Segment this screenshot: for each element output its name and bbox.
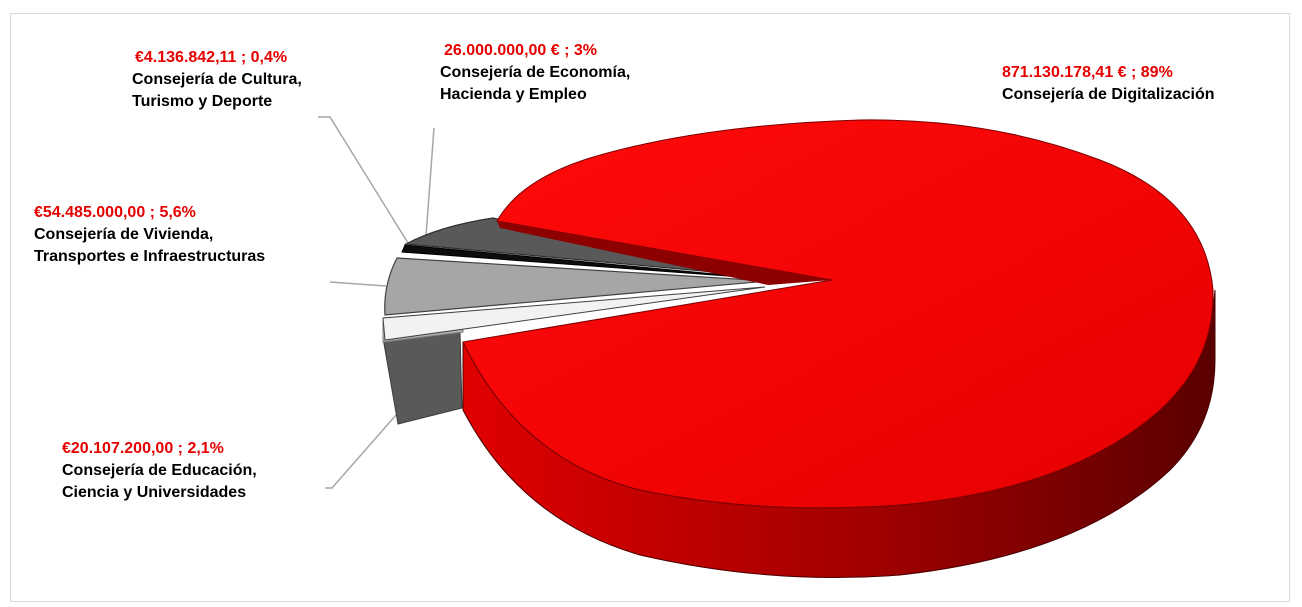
label-educacion-name-line2: Ciencia y Universidades <box>62 484 247 501</box>
label-vivienda-value: €54.485.000,00 ; 5,6% <box>34 204 196 221</box>
label-educacion-name-line1: Consejería de Educación, <box>62 462 257 479</box>
label-cultura: €4.136.842,11 ; 0,4% Consejería de Cultu… <box>132 47 302 113</box>
label-economia-value: 26.000.000,00 € ; 3% <box>444 42 598 59</box>
label-digitalizacion-name: Consejería de Digitalización <box>1002 86 1215 103</box>
slice-digitalizacion <box>462 119 1214 509</box>
leader-line-cultura <box>318 116 409 244</box>
leader-line-educacion <box>325 414 397 489</box>
label-vivienda-name-line1: Consejería de Vivienda, <box>34 226 214 243</box>
slice-educacion-side <box>382 331 463 425</box>
slice-vivienda <box>384 257 769 316</box>
leader-line-vivienda <box>329 281 387 287</box>
slice-educacion <box>382 286 766 341</box>
label-digitalizacion: 871.130.178,41 € ; 89% Consejería de Dig… <box>1002 62 1215 106</box>
leader-line-economia <box>425 127 435 237</box>
label-economia: 26.000.000,00 € ; 3% Consejería de Econo… <box>440 40 630 106</box>
slice-cultura <box>401 244 769 280</box>
label-vivienda: €54.485.000,00 ; 5,6% Consejería de Vivi… <box>34 202 265 268</box>
leader-lines <box>318 116 435 489</box>
label-educacion-value: €20.107.200,00 ; 2,1% <box>62 440 224 457</box>
label-educacion: €20.107.200,00 ; 2,1% Consejería de Educ… <box>62 438 257 504</box>
label-cultura-name-line1: Consejería de Cultura, <box>132 71 302 88</box>
label-economia-name-line1: Consejería de Economía, <box>440 64 631 81</box>
label-vivienda-name-line2: Transportes e Infraestructuras <box>34 248 266 265</box>
label-cultura-value: €4.136.842,11 ; 0,4% <box>135 49 288 66</box>
slice-digitalizacion-group <box>462 119 1216 578</box>
slice-digitalizacion-inner-edge <box>497 221 832 285</box>
label-digitalizacion-value: 871.130.178,41 € ; 89% <box>1002 64 1173 81</box>
label-economia-name-line2: Hacienda y Empleo <box>440 86 587 103</box>
label-cultura-name-line2: Turismo y Deporte <box>132 93 273 110</box>
